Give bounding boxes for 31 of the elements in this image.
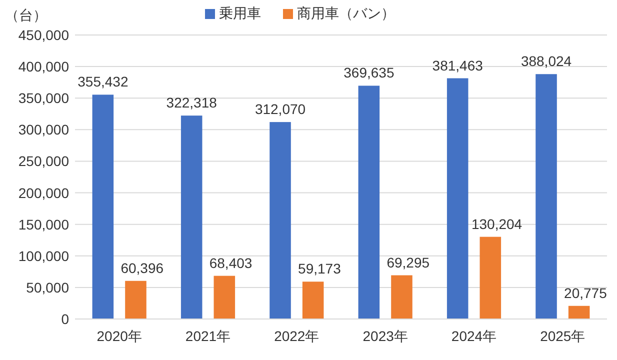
data-label: 60,396 <box>120 260 164 276</box>
x-tick-label: 2022年 <box>274 328 320 344</box>
y-tick-label: 250,000 <box>18 153 70 170</box>
x-tick-label: 2025年 <box>540 328 586 344</box>
data-label: 68,403 <box>209 254 252 271</box>
data-label: 355,432 <box>78 74 128 90</box>
x-tick-label: 2024年 <box>451 328 497 344</box>
y-axis-title: （台） <box>5 7 47 23</box>
data-label: 388,024 <box>520 53 572 70</box>
y-tick-label: 350,000 <box>18 90 70 106</box>
data-label: 59,173 <box>298 260 342 277</box>
data-label: 130,204 <box>471 216 522 232</box>
x-tick-label: 2023年 <box>362 328 408 344</box>
data-label: 20,775 <box>564 284 608 301</box>
data-label: 69,295 <box>386 254 430 270</box>
legend-label: 商用車（バン） <box>297 5 395 21</box>
data-label: 381,463 <box>432 57 484 74</box>
legend-label: 乗用車 <box>219 5 261 21</box>
y-tick-label: 400,000 <box>18 58 70 75</box>
x-tick-label: 2021年 <box>185 328 231 344</box>
data-label: 369,635 <box>344 64 394 81</box>
y-tick-label: 0 <box>61 311 70 327</box>
y-tick-label: 150,000 <box>18 216 70 232</box>
y-tick-label: 200,000 <box>18 184 70 201</box>
y-tick-label: 100,000 <box>18 248 70 264</box>
x-tick-label: 2020年 <box>96 328 142 344</box>
data-label: 312,070 <box>254 101 306 118</box>
y-tick-label: 50,000 <box>26 279 70 296</box>
data-label: 322,318 <box>166 94 218 111</box>
y-tick-label: 300,000 <box>18 122 70 138</box>
y-tick-label: 450,000 <box>18 27 70 43</box>
